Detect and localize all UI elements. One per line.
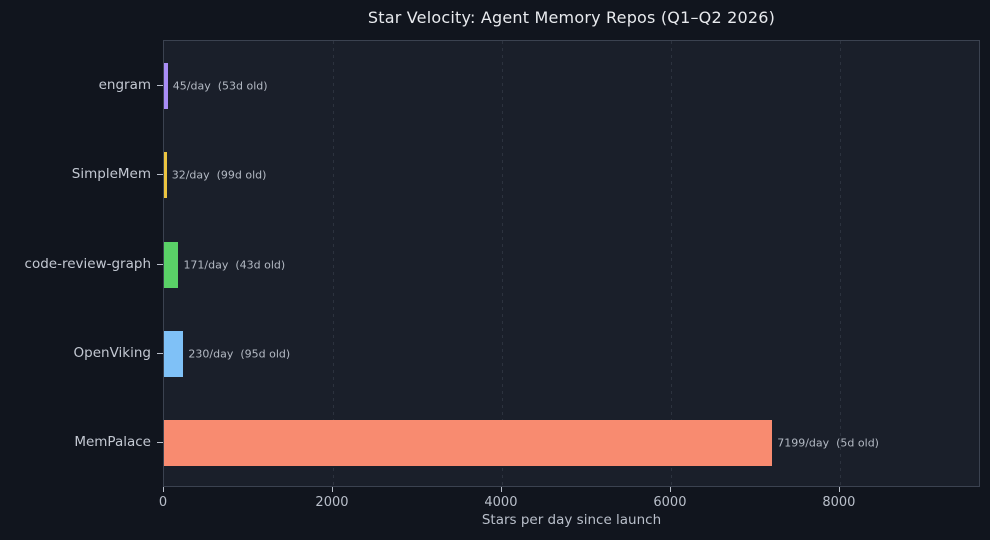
gridline	[332, 41, 334, 486]
plot-area: 45/day (53d old) 32/day (99d old) 171/day …	[163, 40, 980, 487]
y-tick-label: code-review-graph	[24, 255, 151, 272]
x-tick-label: 4000	[484, 495, 518, 510]
bar-simplemem	[164, 152, 167, 199]
bar-mempalace	[164, 420, 773, 467]
y-tick-mark	[157, 442, 163, 444]
bar-annotation: 32/day (99d old)	[171, 168, 267, 182]
x-tick-label: 6000	[653, 495, 687, 510]
y-tick-mark	[157, 263, 163, 265]
y-tick-label: SimpleMem	[71, 166, 151, 183]
x-tick-mark	[163, 487, 164, 492]
x-tick-label: 2000	[315, 495, 349, 510]
y-tick-mark	[157, 352, 163, 354]
x-tick-mark	[500, 487, 502, 492]
chart-title: Star Velocity: Agent Memory Repos (Q1–Q2…	[367, 8, 776, 27]
bar-engram	[164, 62, 168, 109]
x-tick-mark	[331, 487, 333, 492]
bar-annotation: 7199/day (5d old)	[777, 436, 879, 450]
y-tick-label: MemPalace	[74, 434, 151, 451]
y-tick-mark	[157, 84, 163, 86]
y-tick-label: engram	[98, 76, 151, 93]
bar-annotation: 45/day (53d old)	[172, 79, 268, 93]
bar-annotation: 171/day (43d old)	[183, 258, 286, 271]
x-axis-label: Stars per day since launch	[481, 512, 662, 528]
x-tick-mark	[669, 487, 671, 492]
gridline	[839, 41, 841, 486]
bar-openviking	[164, 330, 184, 377]
x-tick-label: 8000	[822, 495, 856, 510]
y-tick-label: OpenViking	[73, 344, 151, 361]
bar-annotation: 230/day (95d old)	[188, 347, 291, 361]
gridline	[670, 41, 672, 486]
x-tick-mark	[838, 487, 840, 492]
x-tick-label: 0	[158, 495, 168, 510]
bar-code-review-graph	[164, 241, 179, 288]
gridline	[501, 41, 503, 486]
y-tick-mark	[157, 174, 163, 176]
